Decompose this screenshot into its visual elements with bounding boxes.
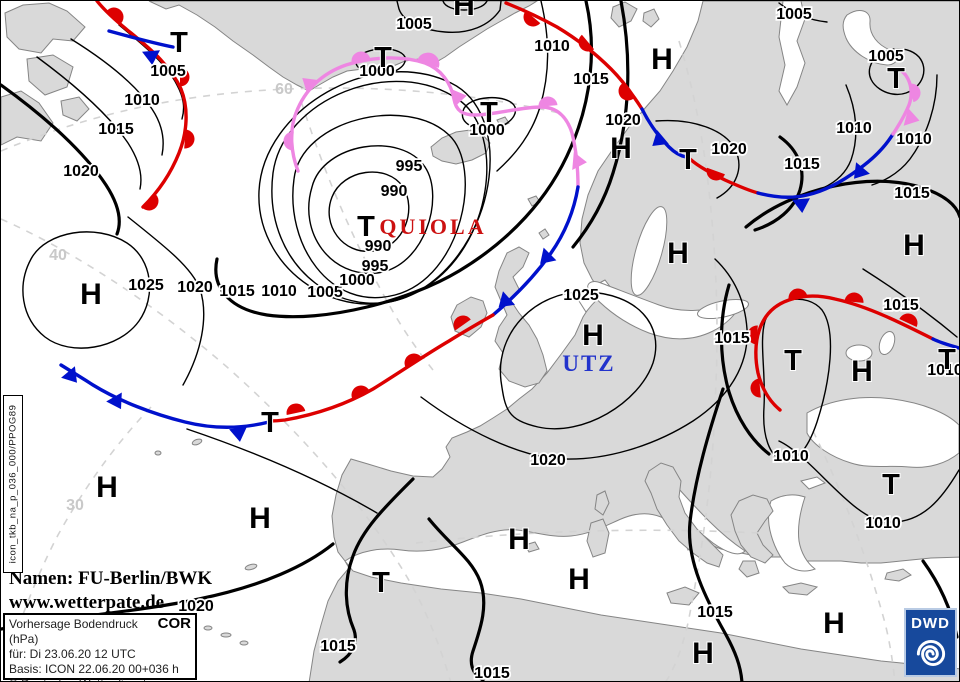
high-pressure-center: H (851, 355, 873, 388)
graticule-label: 40 (49, 247, 67, 264)
low-name-label: QUIOLA (379, 214, 486, 239)
low-pressure-center: T (372, 567, 390, 599)
low-pressure-center: T (679, 144, 697, 176)
low-pressure-center: T (480, 97, 498, 129)
isobar-label: 1020 (605, 112, 641, 129)
isobar-label: 1015 (894, 185, 930, 202)
cold-front (640, 107, 688, 159)
isobar-label: 1020 (178, 598, 214, 615)
high-pressure-center: H (453, 1, 475, 22)
low-pressure-center: T (170, 27, 188, 59)
info-valid-time: für: Di 23.06.20 12 UTC (9, 647, 136, 661)
warm-front (95, 1, 188, 209)
isobar-label: 1020 (711, 141, 747, 158)
high-pressure-center: H (80, 278, 102, 311)
isobar-label: 1015 (784, 156, 820, 173)
high-pressure-center: H (610, 132, 632, 165)
isobar-label: 1015 (219, 283, 255, 300)
isobar-label: 1020 (63, 163, 99, 180)
low-pressure-center: T (784, 345, 802, 377)
isobar-label: 1025 (128, 277, 164, 294)
low-pressure-center: T (374, 42, 392, 74)
isobar-label: 1000 (469, 122, 505, 139)
isobar-label: 1005 (776, 6, 812, 23)
cold-front (491, 185, 580, 317)
isobar-label: 1020 (177, 279, 213, 296)
isobar-label: 1005 (307, 284, 343, 301)
high-pressure-center: H (903, 229, 925, 262)
high-name-label: UTZ (562, 351, 615, 376)
high-pressure-center: H (823, 607, 845, 640)
warm-front (688, 157, 760, 195)
high-pressure-center: H (568, 563, 590, 596)
cold-front (931, 337, 959, 350)
low-pressure-center: T (882, 469, 900, 501)
credits-url[interactable]: www.wetterpate.de (9, 592, 165, 613)
low-pressure-center: T (357, 211, 375, 243)
high-pressure-center: H (651, 43, 673, 76)
isobar-label: 1010 (773, 448, 809, 465)
isobar-label: 1015 (320, 638, 356, 655)
isobar-label: 995 (362, 258, 389, 275)
high-pressure-center: H (692, 637, 714, 670)
isobar-label: 1015 (714, 330, 750, 347)
forecast-info-box: Vorhersage Bodendruck (hPa) COR für: Di … (3, 613, 197, 681)
credits-authors: Namen: FU-Berlin/BWK (9, 568, 213, 589)
info-copyright: © Deutscher Wetterdienst (9, 677, 191, 681)
isobar-label: 1010 (261, 283, 297, 300)
cold-front (107, 29, 175, 49)
cold-front (756, 132, 895, 199)
isobar-label: 1015 (883, 297, 919, 314)
isobar-label: 1005 (396, 16, 432, 33)
graticule-label: 30 (66, 497, 84, 514)
high-pressure-center: H (582, 319, 604, 352)
product-code: icon_tkb_na_p_036_000/PPOG89 (7, 404, 19, 564)
info-title: Vorhersage Bodendruck (hPa) (9, 617, 138, 646)
low-pressure-center: T (938, 344, 956, 376)
isobar-label: 1010 (124, 92, 160, 109)
graticule-lines (1, 40, 896, 681)
graticule-label: 60 (275, 81, 293, 98)
low-pressure-center: T (887, 63, 905, 95)
high-pressure-center: H (667, 237, 689, 270)
high-pressure-center: H (249, 502, 271, 535)
credits: Namen: FU-Berlin/BWK www.wetterpate.de (9, 567, 212, 615)
isobar-label: 990 (365, 238, 392, 255)
cold-front (59, 363, 271, 429)
isobar-label: 1005 (150, 63, 186, 80)
info-cor-flag: COR (157, 615, 191, 632)
isobar-label: 1010 (865, 515, 901, 532)
isobar-label: 1015 (474, 665, 510, 682)
dwd-logo-text: DWD (911, 615, 950, 632)
isobar-label: 990 (381, 183, 408, 200)
isobar-label: 1010 (534, 38, 570, 55)
dwd-logo[interactable]: DWD (904, 608, 957, 677)
isobar-label: 1015 (573, 71, 609, 88)
isobar-label: 1000 (339, 272, 375, 289)
fronts (59, 1, 959, 444)
isobar-label: 995 (396, 158, 423, 175)
high-pressure-center: H (508, 523, 530, 556)
high-pressure-center: H (96, 471, 118, 504)
isobar-label: 1010 (836, 120, 872, 137)
isobar-label: 1000 (359, 63, 395, 80)
isobar-label: 1025 (563, 287, 599, 304)
isobar-label: 1010 (896, 131, 932, 148)
isobar-label: 1015 (98, 121, 134, 138)
isobar-label: 1010 (927, 362, 960, 379)
low-pressure-center: T (261, 407, 279, 439)
warm-front (754, 294, 935, 412)
isobar-label: 1005 (868, 48, 904, 65)
warm-front (267, 313, 495, 423)
product-code-box: icon_tkb_na_p_036_000/PPOG89 (3, 395, 23, 573)
isobar-label: 1020 (530, 452, 566, 469)
dwd-spiral-icon (916, 639, 945, 666)
isobar-label: 1015 (697, 604, 733, 621)
info-model-basis: Basis: ICON 22.06.20 00+036 h (9, 662, 179, 676)
